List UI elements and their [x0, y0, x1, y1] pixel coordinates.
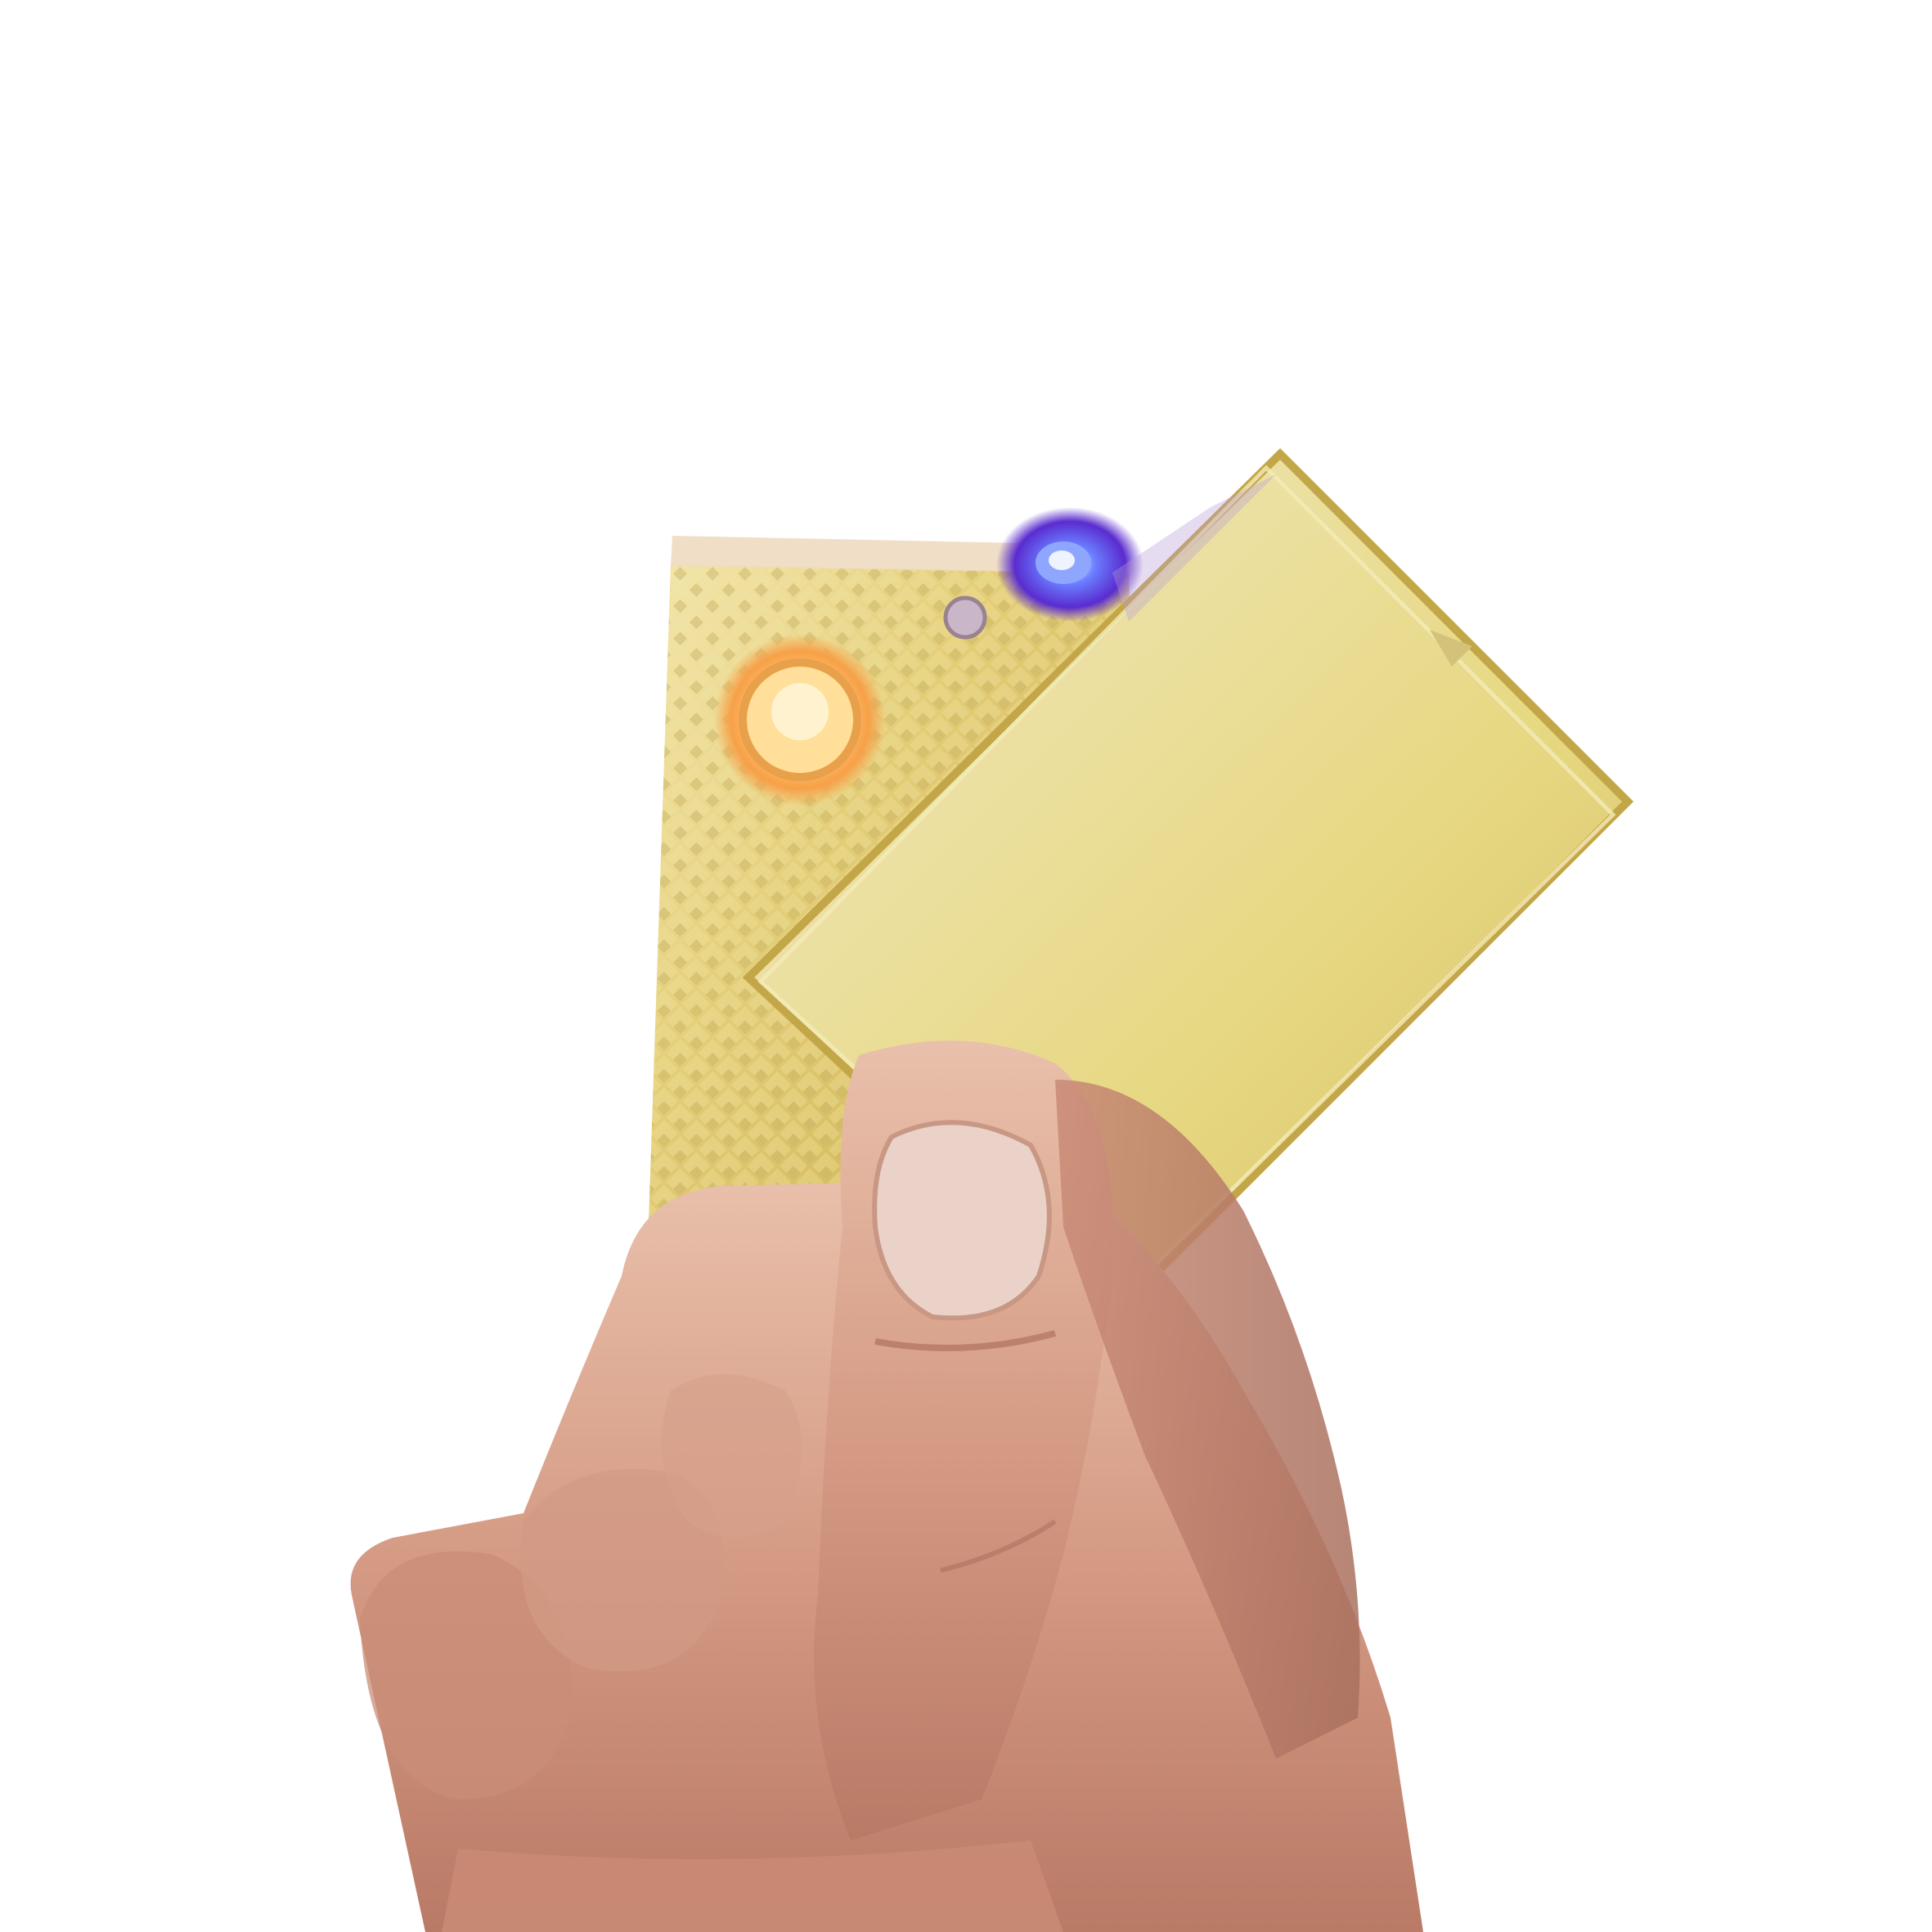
blue-led-icon	[996, 507, 1143, 622]
orange-led-icon	[714, 634, 886, 806]
hand	[350, 1040, 1424, 1932]
button-icon	[943, 595, 987, 640]
